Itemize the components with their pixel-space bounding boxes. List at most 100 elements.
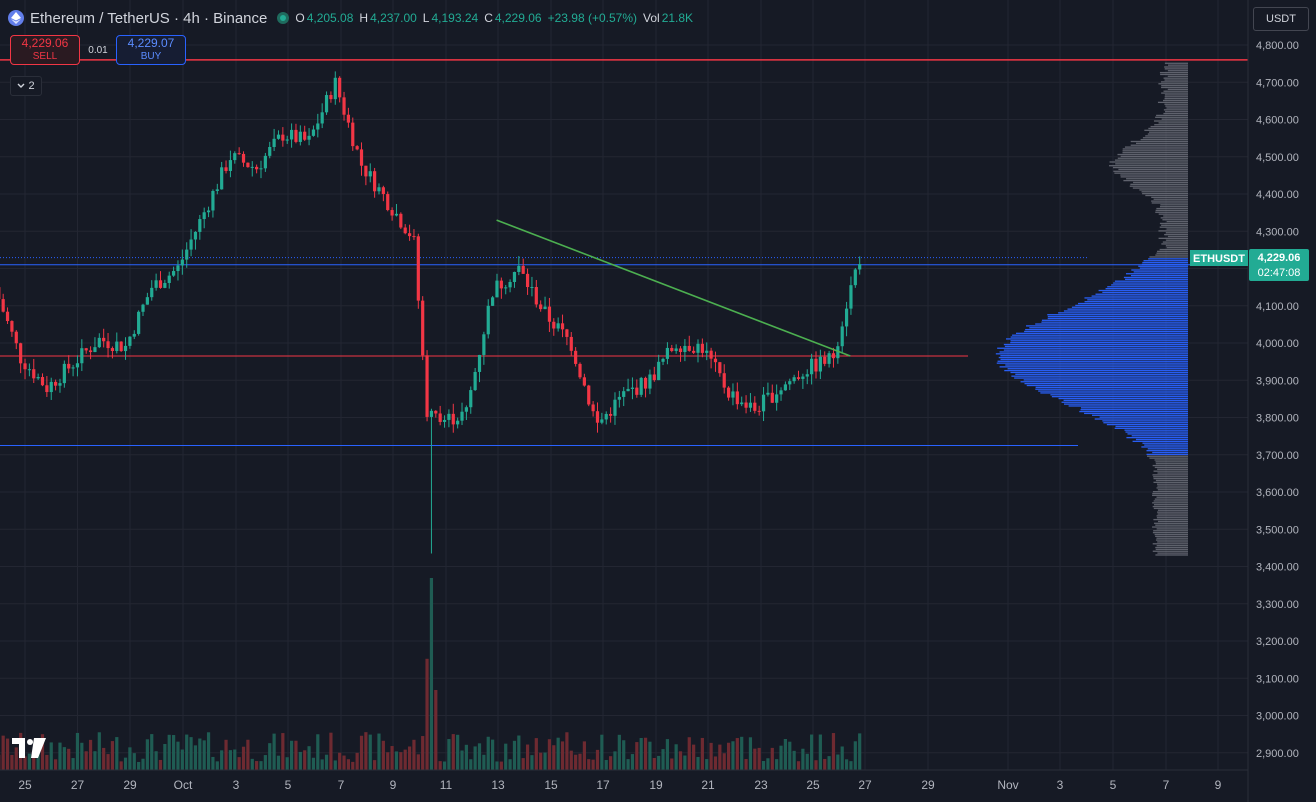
profile-row — [1063, 399, 1188, 402]
candle-body — [67, 363, 71, 369]
buy-button[interactable]: 4,229.07 BUY — [116, 35, 186, 65]
candle-body — [635, 387, 639, 395]
volume-bar — [97, 732, 101, 770]
profile-row — [1061, 401, 1188, 403]
candle-body — [224, 167, 228, 171]
volume-bar — [311, 757, 316, 770]
volume-bar — [849, 761, 853, 770]
volume-bar — [425, 658, 429, 770]
price-tick-label: 4,500.00 — [1256, 152, 1299, 164]
candle-body — [32, 369, 36, 379]
profile-row — [1107, 286, 1188, 288]
candle-body — [534, 287, 538, 305]
volume-bar — [582, 741, 586, 770]
volume-bar — [320, 759, 324, 770]
candle-body — [281, 134, 285, 141]
profile-row — [1117, 157, 1188, 159]
candle-body — [407, 233, 412, 237]
candle-body — [137, 311, 141, 334]
candle-body — [71, 367, 75, 369]
volume-bar — [604, 760, 608, 770]
volume-bar — [643, 737, 648, 770]
volume-bar — [154, 751, 158, 770]
currency-selector[interactable]: USDT — [1253, 7, 1309, 31]
volume-bar — [635, 742, 639, 770]
volume-bar — [831, 733, 836, 770]
candle-body — [23, 363, 27, 370]
profile-row — [1133, 181, 1188, 184]
sell-button[interactable]: 4,229.06 SELL — [10, 35, 80, 65]
volume-bar — [482, 754, 486, 770]
volume-bar — [587, 759, 591, 770]
profile-row — [1122, 150, 1188, 152]
volume-bar — [740, 736, 744, 770]
profile-row — [1047, 315, 1188, 318]
candle-body — [246, 162, 250, 168]
price-tag-countdown: 02:47:08 — [1258, 267, 1301, 279]
volume-bar — [718, 744, 722, 770]
candle-body — [525, 273, 530, 288]
volume-bar — [246, 739, 250, 770]
candle-body — [373, 171, 377, 192]
volume-bar — [486, 736, 490, 770]
volume-bar — [670, 758, 674, 770]
profile-row — [1142, 137, 1188, 139]
candle-body — [84, 348, 88, 351]
candle-body — [460, 411, 464, 421]
profile-row — [1000, 358, 1188, 361]
volume-bar — [342, 755, 346, 770]
candle-body — [569, 336, 573, 351]
volume-bar — [75, 732, 80, 770]
date-tick-label: 7 — [1163, 778, 1170, 792]
profile-row — [1132, 440, 1188, 443]
volume-bar — [381, 740, 385, 770]
volume-bar — [464, 744, 468, 770]
candle-body — [722, 373, 726, 388]
profile-row — [1007, 368, 1188, 370]
candle-body — [180, 259, 184, 266]
date-tick-label: 15 — [544, 778, 558, 792]
symbol-title[interactable]: Ethereum / TetherUS · 4h · Binance — [30, 9, 268, 27]
candle-body — [521, 265, 525, 274]
price-tick-label: 4,800.00 — [1256, 40, 1299, 52]
profile-row — [1103, 422, 1188, 424]
candle-body — [761, 394, 766, 412]
candle-body — [477, 354, 482, 372]
candle-body — [75, 363, 80, 368]
candle-body — [202, 212, 206, 220]
indicators-toggle-button[interactable]: 2 — [10, 76, 42, 96]
profile-row — [1166, 107, 1188, 109]
profile-row — [1051, 396, 1188, 398]
profile-row — [1157, 520, 1188, 523]
volume-bar — [399, 752, 403, 770]
profile-row — [1113, 170, 1188, 172]
volume-bar — [823, 758, 827, 770]
profile-row — [1040, 392, 1188, 394]
volume-bar — [49, 742, 53, 770]
date-tick-label: 25 — [806, 778, 820, 792]
profile-row — [1123, 179, 1188, 182]
profile-row — [1015, 373, 1188, 375]
volume-bar — [827, 756, 831, 770]
profile-row — [1130, 144, 1188, 146]
candle-body — [233, 153, 237, 161]
volume-bar — [578, 753, 582, 770]
profile-row — [1164, 62, 1188, 64]
profile-row — [1152, 505, 1188, 508]
candle-body — [713, 358, 718, 363]
candle-body — [237, 153, 241, 155]
date-tick-label: 9 — [1215, 778, 1222, 792]
volume-bar — [770, 747, 774, 770]
volume-bar — [499, 761, 503, 770]
trade-buttons: 4,229.06 SELL 0.01 4,229.07 BUY — [10, 35, 186, 65]
profile-row — [1157, 250, 1188, 253]
candle-body — [456, 420, 460, 425]
volume-bar — [84, 751, 88, 770]
date-tick-label: 19 — [649, 778, 663, 792]
volume-bar — [783, 738, 787, 770]
candle-body — [19, 343, 23, 364]
profile-row — [1143, 260, 1188, 262]
date-tick-label: 27 — [858, 778, 872, 792]
candle-body — [543, 306, 547, 310]
